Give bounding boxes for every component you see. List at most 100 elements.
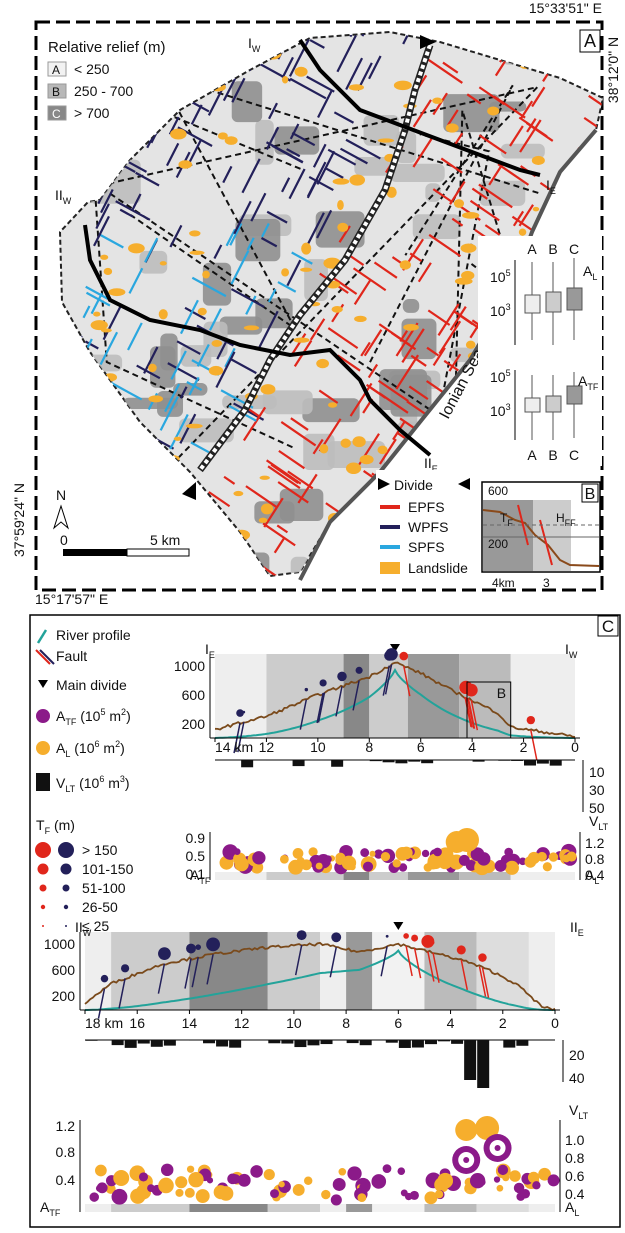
fault-area-dot — [111, 1188, 128, 1205]
landslide-area-dot — [218, 1186, 234, 1201]
fault — [261, 223, 270, 238]
fault — [395, 354, 420, 390]
x-tick-label: 0 — [571, 739, 579, 755]
relief-key: C — [52, 107, 61, 121]
label-sub: TF — [49, 1208, 60, 1218]
legend-item: Divide — [394, 477, 433, 493]
fault — [312, 143, 327, 168]
fault — [208, 491, 231, 508]
fault — [90, 292, 103, 315]
box-class: B — [548, 447, 557, 463]
seg: LT — [65, 784, 75, 794]
y-tick-label: 600 — [182, 687, 206, 703]
legend-item: River profile — [56, 627, 131, 643]
relief-patch — [235, 218, 281, 262]
fault — [93, 215, 110, 247]
fault — [213, 244, 223, 260]
vlt-bar — [294, 1040, 307, 1048]
relief-band — [189, 932, 268, 1010]
fault — [267, 465, 301, 490]
legend-dot — [37, 863, 49, 875]
fault — [449, 306, 467, 331]
landslide — [260, 503, 274, 515]
fault — [382, 665, 391, 696]
vlt-bar — [359, 1040, 372, 1046]
profile-label: IIW — [55, 187, 72, 206]
y-tick-label: 200 — [52, 988, 76, 1004]
panel-label: A — [584, 31, 596, 51]
relief-band — [476, 1204, 529, 1212]
box — [524, 397, 541, 413]
y2-tick-label: 1.2 — [585, 835, 605, 851]
relief-patch — [173, 382, 208, 396]
panel-label: C — [602, 617, 614, 636]
landslide-area-dot — [188, 1171, 204, 1188]
fault — [128, 161, 148, 173]
fault — [517, 504, 529, 546]
fault-area-dot — [160, 1163, 174, 1177]
fault — [497, 163, 530, 186]
fault — [405, 945, 413, 977]
fault-area-dot — [398, 863, 408, 872]
x-tick-label: 14 — [182, 1015, 198, 1031]
legend-dot — [58, 842, 74, 858]
vlt-bar — [111, 1040, 124, 1046]
inset-label: B — [497, 685, 506, 701]
profile-label: IE — [546, 177, 556, 196]
vlt-bar — [163, 1040, 176, 1046]
panel-c-legend: River profile Fault Main divide ATF (105… — [35, 627, 134, 934]
fault — [349, 254, 365, 266]
seg: 3 — [120, 774, 125, 784]
landslide — [393, 80, 412, 91]
vlt-bar — [346, 1040, 359, 1044]
box — [524, 294, 541, 314]
fault — [442, 61, 459, 74]
relief-band — [111, 1204, 190, 1212]
topographic-profile — [214, 661, 576, 738]
x-tick-label: 10 — [310, 739, 326, 755]
boxplots: A B C A B C 105 103 105 103 AL ATF — [478, 236, 602, 466]
vlt-bar — [281, 1040, 294, 1044]
landslide-area-dot — [527, 1171, 540, 1184]
fault — [230, 250, 250, 285]
landslide — [108, 288, 126, 297]
landslide — [465, 340, 476, 349]
landslide-area-dot — [566, 851, 577, 862]
fault — [128, 267, 144, 294]
landslide-area-dot — [392, 859, 401, 868]
fault-area-dot — [147, 1184, 155, 1192]
topographic-profile — [84, 941, 556, 1012]
river-profile — [214, 667, 575, 739]
landslide — [531, 155, 545, 166]
divide-line-inner — [198, 44, 432, 472]
label-main: A — [578, 373, 588, 389]
x-tick-label: 14 km — [215, 739, 253, 755]
landslide — [211, 339, 223, 347]
profile-label: IW — [565, 641, 578, 660]
landslide-area-dot — [175, 1188, 184, 1197]
label-sub: TF — [199, 876, 210, 886]
landslide — [173, 436, 182, 441]
relief-band — [407, 872, 460, 880]
fault — [191, 376, 200, 390]
landslide — [403, 323, 419, 331]
landslide-area-dot — [434, 1190, 444, 1199]
fault — [276, 524, 289, 534]
fault — [263, 497, 284, 528]
fault-area-dot — [494, 859, 507, 872]
y-tick-label: 600 — [52, 962, 76, 978]
fault — [488, 164, 504, 186]
fault — [417, 262, 432, 283]
fault — [367, 363, 379, 379]
label-main: A — [40, 1199, 50, 1215]
landslide-area-dot — [400, 846, 413, 860]
fault-area-dot — [513, 1182, 525, 1194]
fault-area-dot — [230, 1174, 241, 1184]
landslide — [377, 138, 395, 143]
landslide — [259, 475, 270, 480]
landslide — [300, 267, 313, 272]
fault-dot — [206, 937, 220, 952]
x-tick-label: 6 — [417, 739, 425, 755]
lon-east: 15°33'51" E — [529, 0, 602, 16]
relief-band — [407, 654, 460, 738]
